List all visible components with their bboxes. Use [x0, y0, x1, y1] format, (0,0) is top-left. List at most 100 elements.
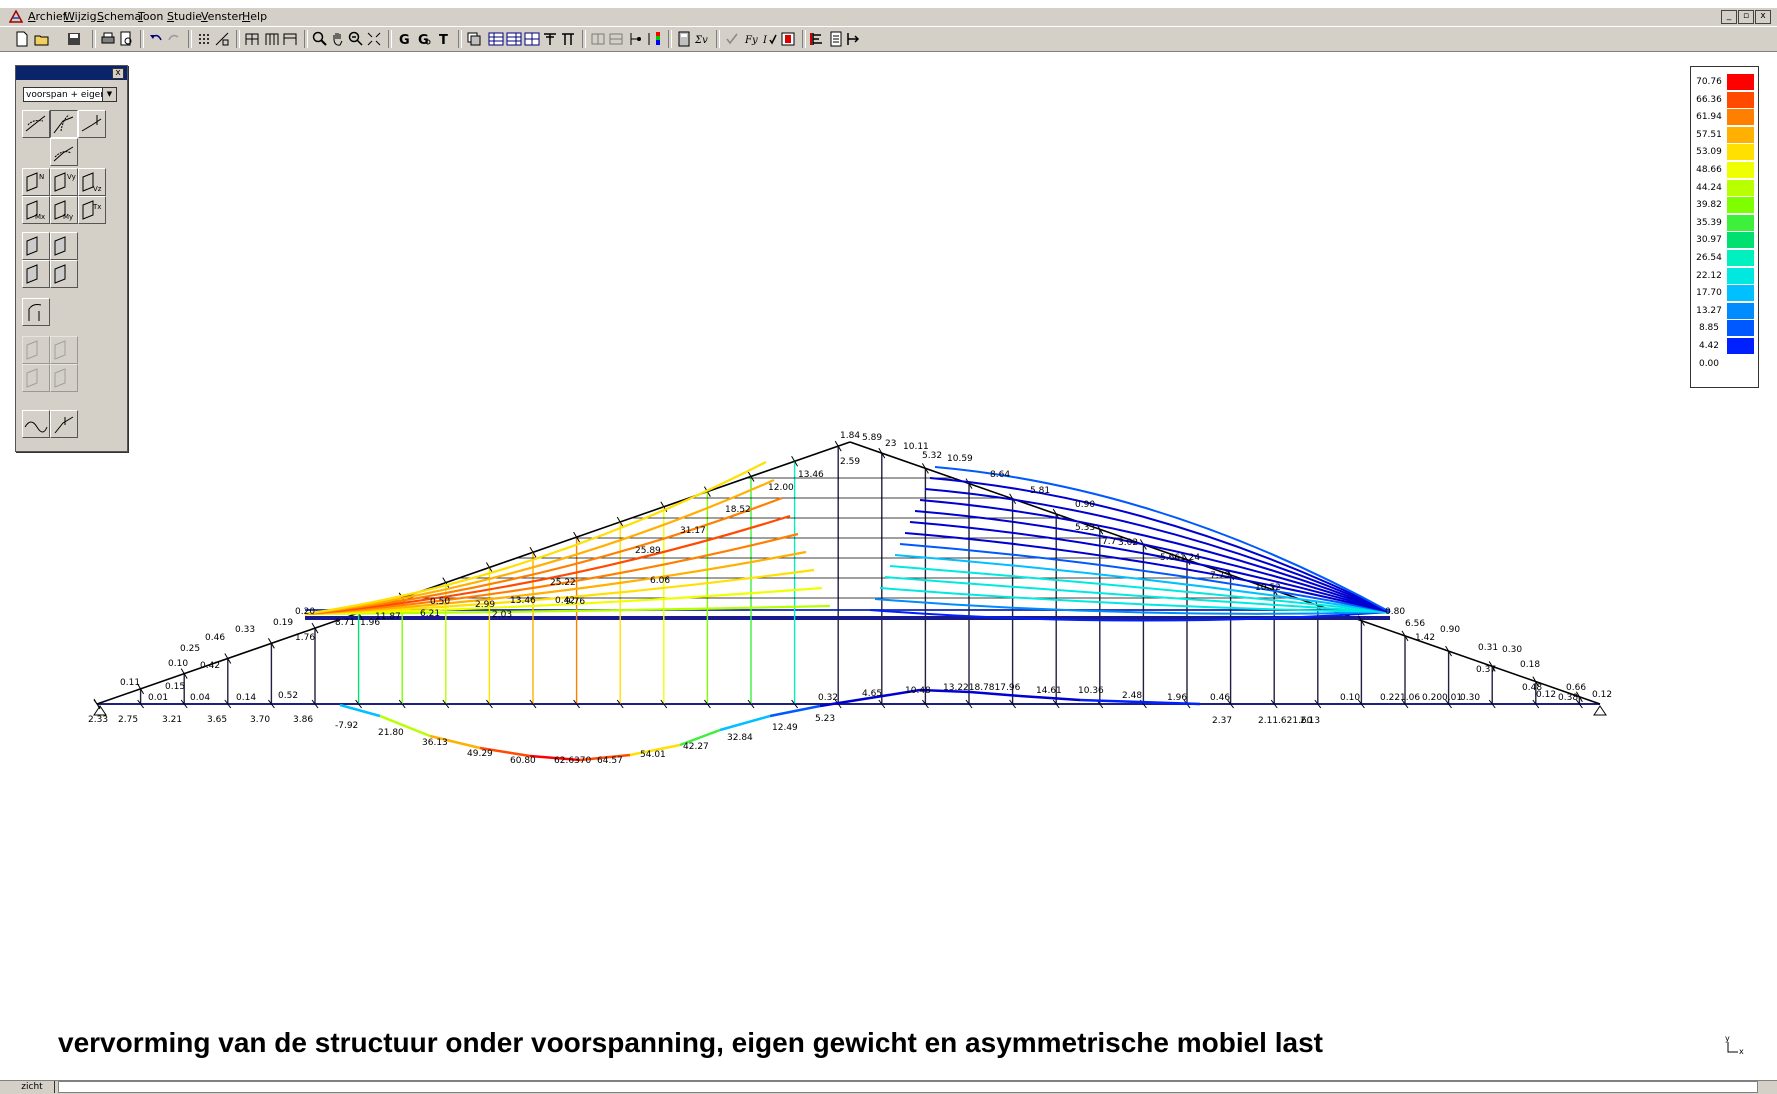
section-icon[interactable] — [810, 31, 826, 47]
menu-venster[interactable]: Venster — [201, 10, 243, 23]
legend-swatch — [1727, 74, 1754, 90]
settings-result-button[interactable] — [50, 410, 78, 438]
cable — [914, 510, 1391, 613]
legend-value: 17.70 — [1696, 288, 1722, 299]
legend-value: 13.27 — [1696, 305, 1722, 316]
table-5-icon[interactable] — [560, 31, 576, 47]
table-icon[interactable] — [488, 31, 504, 47]
view-tab[interactable]: zicht — [10, 1081, 55, 1093]
frame-3-icon[interactable] — [282, 31, 298, 47]
table-4-icon[interactable] — [542, 31, 558, 47]
redo-icon[interactable] — [166, 31, 182, 47]
menu-archief[interactable]: Archief — [28, 10, 67, 23]
disabled-result-3-icon — [26, 368, 38, 388]
restore-button[interactable]: ▫ — [1738, 10, 1754, 24]
snap-icon[interactable] — [214, 31, 230, 47]
table-3-icon[interactable] — [524, 31, 540, 47]
disabled-tool-icon[interactable] — [590, 31, 606, 47]
deformed-chord — [379, 714, 431, 738]
palette-titlebar[interactable]: x — [16, 66, 127, 80]
moment-my-button[interactable]: My — [50, 196, 78, 224]
zoom-out-icon[interactable] — [348, 31, 364, 47]
frame-icon[interactable] — [244, 31, 260, 47]
node-tick — [224, 699, 232, 709]
member-label: 0.52 — [278, 691, 298, 701]
minimize-button[interactable]: _ — [1721, 10, 1737, 24]
moment-mz-button[interactable]: Tx — [78, 196, 106, 224]
disabled-result-1-button[interactable] — [22, 336, 50, 364]
calculator-icon[interactable] — [676, 31, 692, 47]
legend-entry: 26.54 — [1691, 249, 1758, 266]
member-label: 0.14 — [236, 693, 256, 703]
moment-mx-button[interactable]: Mx — [22, 196, 50, 224]
table-2-icon[interactable] — [506, 31, 522, 47]
roof-tick — [311, 622, 319, 634]
force-vy-button[interactable]: Vy — [50, 168, 78, 196]
zoom-in-icon[interactable] — [312, 31, 328, 47]
reaction-button[interactable] — [22, 298, 50, 326]
document-icon[interactable] — [828, 31, 844, 47]
color-bar-icon[interactable] — [646, 31, 662, 47]
g-search-icon[interactable]: G — [416, 31, 432, 47]
undo-icon[interactable] — [148, 31, 164, 47]
open-folder-icon[interactable] — [34, 31, 50, 47]
member-label: 0.66 — [1566, 683, 1586, 693]
frame-2-icon[interactable] — [264, 31, 280, 47]
member-label: 0.90 — [1075, 500, 1095, 510]
zoom-extents-icon[interactable] — [366, 31, 382, 47]
disabled-result-2-button[interactable] — [50, 336, 78, 364]
export-icon[interactable] — [846, 31, 862, 47]
disabled-result-4-button[interactable] — [50, 364, 78, 392]
stress-3-button[interactable] — [22, 260, 50, 288]
menu-wijzig[interactable]: Wijzig — [64, 10, 97, 23]
new-file-icon[interactable] — [14, 31, 30, 47]
fy-icon[interactable]: Fy — [744, 31, 760, 47]
node-tick — [616, 699, 624, 709]
print-preview-icon[interactable] — [118, 31, 134, 47]
results-icon[interactable] — [780, 31, 796, 47]
check-icon[interactable] — [724, 31, 740, 47]
disabled-tool-2-icon[interactable] — [608, 31, 624, 47]
shear-z-icon: Vz — [82, 172, 102, 193]
shear-y-icon: Vy — [54, 172, 76, 192]
menu-help[interactable]: Help — [242, 10, 268, 23]
node-value-label: 13.2218.7817.96 — [943, 683, 1021, 693]
displacement-z-button[interactable] — [78, 110, 106, 138]
stress-1-button[interactable] — [22, 232, 50, 260]
node-value-label: 54.01 — [640, 750, 666, 760]
layers-icon[interactable] — [466, 31, 482, 47]
node-tool-icon[interactable] — [628, 31, 644, 47]
menu-studie[interactable]: Studie — [167, 10, 203, 23]
force-vz-button[interactable]: Vz — [78, 168, 106, 196]
loadcase-dropdown[interactable]: voorspan + eigen ▼ — [23, 87, 117, 102]
grid-icon[interactable] — [196, 31, 212, 47]
disabled-result-3-button[interactable] — [22, 364, 50, 392]
verify-icon[interactable]: I — [762, 31, 778, 47]
animate-button[interactable] — [22, 410, 50, 438]
menu-toon[interactable]: Toon — [138, 10, 164, 23]
force-n-button[interactable]: N — [22, 168, 50, 196]
displacement-y-button[interactable] — [50, 110, 78, 138]
formula-icon[interactable]: Σv — [694, 31, 710, 47]
g-tool-icon[interactable]: G — [396, 31, 412, 47]
save-icon[interactable] — [66, 31, 82, 47]
stress-2-button[interactable] — [50, 232, 78, 260]
deformed-chord — [679, 728, 721, 747]
legend-swatch — [1727, 144, 1754, 161]
displacement-x-button[interactable] — [22, 110, 50, 138]
print-icon[interactable] — [100, 31, 116, 47]
disabled-result-4-icon — [54, 368, 66, 388]
app-icon[interactable] — [9, 10, 23, 23]
pan-hand-icon[interactable] — [330, 31, 346, 47]
node-tick — [137, 699, 145, 709]
results-palette[interactable]: x voorspan + eigen ▼ N Vy Vz Mx My Tx — [15, 65, 128, 452]
text-tool-icon[interactable]: T — [436, 31, 452, 47]
displacement-x-icon — [25, 115, 46, 132]
close-button[interactable]: x — [1755, 10, 1771, 24]
stress-4-button[interactable] — [50, 260, 78, 288]
palette-close-button[interactable]: x — [112, 68, 124, 79]
deformed-shape-button[interactable] — [50, 138, 78, 166]
menu-schema[interactable]: Schema — [97, 10, 142, 23]
chevron-down-icon[interactable]: ▼ — [102, 88, 116, 101]
